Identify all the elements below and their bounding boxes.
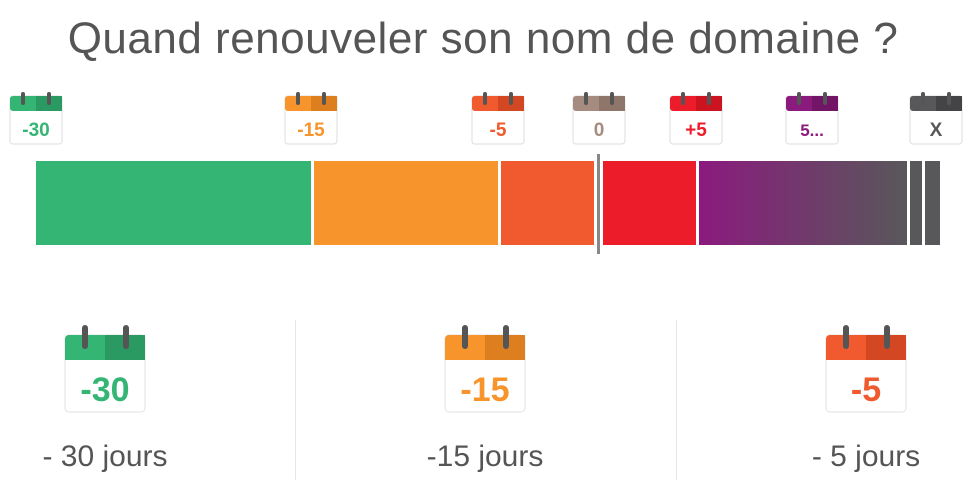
calendar-marker-label: 5... [800,121,824,140]
segment-grace-period [699,161,907,245]
segment-after-expiry [603,161,696,245]
calendar-icon: -5 [825,325,907,413]
calendar-marker-icon: 0 [572,92,626,145]
segment-15-days [314,161,498,245]
column-divider [676,320,677,480]
caption-5-days: - 5 jours [811,440,921,473]
calendar-marker-icon: +5 [669,92,723,145]
segment-5-days [501,161,594,245]
calendar-marker-icon: -15 [284,92,338,145]
calendar-marker-label: -30 [22,120,49,141]
calendar-marker-label: +5 [685,120,707,141]
caption-15-days: -15 jours [426,440,544,473]
calendar-marker-label: X [930,120,943,141]
segment-deleted-2 [925,161,940,245]
calendar-marker-label: -5 [490,120,507,141]
page-title: Quand renouveler son nom de domaine ? [67,14,899,63]
expiry-marker-line [597,154,600,254]
segment-deleted-1 [910,161,922,245]
timeline-bar [36,161,942,245]
calendar-icon: -15 [444,325,526,413]
column-divider [295,320,296,480]
calendar-label: -5 [851,371,881,409]
calendar-marker-icon: X [909,92,963,145]
calendar-label: -15 [460,371,509,409]
caption-30-days: - 30 jours [42,440,168,473]
calendar-marker-icon: 5... [785,92,839,145]
calendar-label: -30 [80,371,129,409]
segment-30-days [36,161,311,245]
calendar-marker-icon: -30 [9,92,63,145]
calendar-marker-label: 0 [594,120,605,141]
calendar-icon: -30 [64,325,146,413]
calendar-marker-icon: -5 [471,92,525,145]
calendar-marker-label: -15 [297,120,325,141]
